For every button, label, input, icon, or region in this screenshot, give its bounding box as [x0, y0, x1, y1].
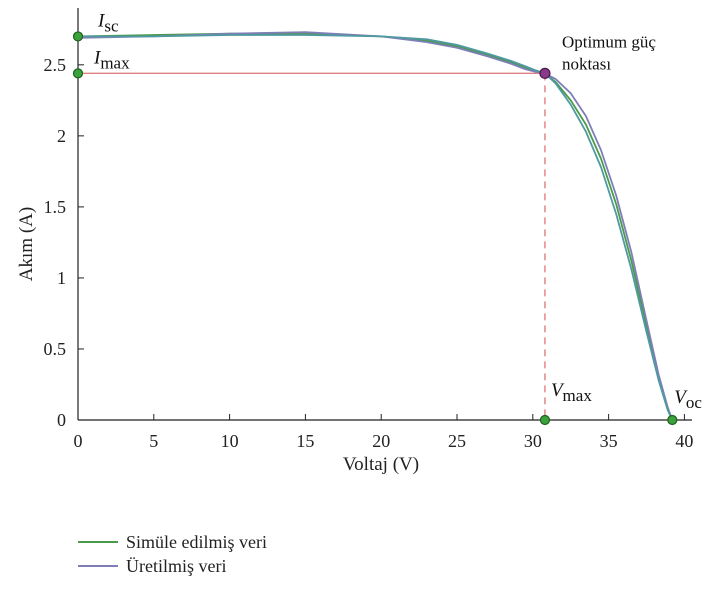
imax-label: Imax	[93, 47, 130, 72]
x-tick-label: 10	[221, 431, 239, 451]
x-tick-label: 30	[524, 431, 542, 451]
y-tick-label: 1	[57, 268, 66, 288]
vmax-label: Vmax	[551, 380, 592, 405]
y-tick-label: 0	[57, 410, 66, 430]
series-lines	[77, 31, 674, 421]
y-tick-label: 2.5	[44, 55, 67, 75]
point-marker-3	[667, 414, 678, 426]
point-marker-0	[72, 31, 84, 42]
annotations: Isc Imax Vmax Voc Optimum güç noktası Vo…	[16, 10, 702, 475]
x-tick-label: 40	[675, 431, 693, 451]
point-markers	[72, 31, 678, 426]
point-marker-2	[539, 414, 551, 426]
x-tick-label: 15	[296, 431, 314, 451]
y-tick-label: 0.5	[44, 339, 67, 359]
legend: Simüle edilmiş veri Üretilmiş veri	[78, 530, 267, 578]
legend-swatch-generated	[78, 565, 118, 567]
legend-label-generated: Üretilmiş veri	[126, 555, 227, 576]
legend-item-generated: Üretilmiş veri	[78, 554, 267, 578]
y-tick-label: 1.5	[44, 197, 67, 217]
y-axis-label: Akım (A)	[16, 207, 37, 281]
x-tick-label: 5	[149, 431, 158, 451]
y-tick-label: 2	[57, 126, 66, 146]
series-line-0	[77, 32, 674, 421]
x-tick-label: 35	[600, 431, 618, 451]
reference-lines	[78, 72, 546, 420]
point-marker-1	[72, 68, 84, 79]
legend-label-simulated: Simüle edilmiş veri	[126, 531, 267, 552]
x-tick-label: 25	[448, 431, 466, 451]
series-line-1	[77, 31, 674, 421]
legend-item-simulated: Simüle edilmiş veri	[78, 530, 267, 554]
x-tick-label: 0	[74, 431, 83, 451]
legend-swatch-simulated	[78, 541, 118, 543]
x-tick-label: 20	[372, 431, 390, 451]
optimum-point-label-line1: Optimum güç	[562, 32, 656, 51]
optimum-point-marker	[539, 67, 551, 79]
x-axis-label: Voltaj (V)	[343, 454, 419, 475]
isc-label: Isc	[97, 10, 119, 35]
series-line-2	[78, 34, 674, 421]
voc-label: Voc	[674, 387, 702, 412]
optimum-point-label-line2: noktası	[562, 54, 611, 73]
iv-curve-chart: 0 5 10 15 20 25 30 35 40 0 0.5 1 1.5 2 2.5 Isc Imax Vm…	[16, 8, 702, 475]
axes: 0 5 10 15 20 25 30 35 40 0 0.5 1 1.5 2 2.5	[44, 8, 693, 451]
